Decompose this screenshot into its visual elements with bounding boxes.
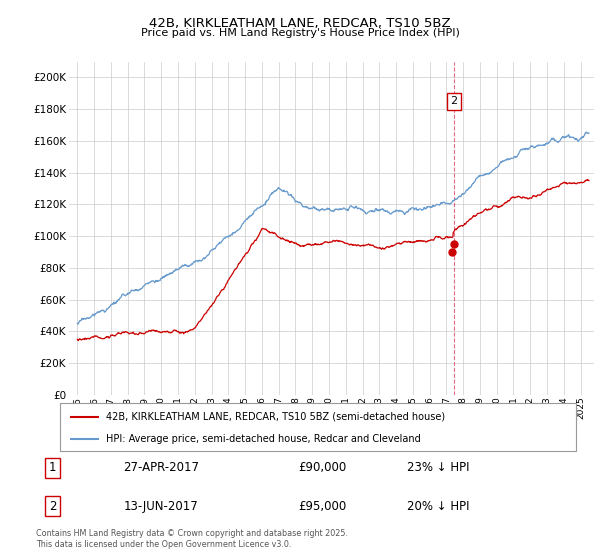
- Text: Price paid vs. HM Land Registry's House Price Index (HPI): Price paid vs. HM Land Registry's House …: [140, 28, 460, 38]
- Text: 20% ↓ HPI: 20% ↓ HPI: [407, 500, 470, 512]
- Text: 27-APR-2017: 27-APR-2017: [124, 461, 199, 474]
- Text: 2: 2: [49, 500, 56, 512]
- Text: 1: 1: [49, 461, 56, 474]
- Text: 2: 2: [451, 96, 458, 106]
- Text: £95,000: £95,000: [298, 500, 346, 512]
- Text: 42B, KIRKLEATHAM LANE, REDCAR, TS10 5BZ: 42B, KIRKLEATHAM LANE, REDCAR, TS10 5BZ: [149, 17, 451, 30]
- Text: HPI: Average price, semi-detached house, Redcar and Cleveland: HPI: Average price, semi-detached house,…: [106, 434, 421, 444]
- Text: £90,000: £90,000: [298, 461, 346, 474]
- Text: 13-JUN-2017: 13-JUN-2017: [124, 500, 198, 512]
- Text: 23% ↓ HPI: 23% ↓ HPI: [407, 461, 470, 474]
- Text: Contains HM Land Registry data © Crown copyright and database right 2025.
This d: Contains HM Land Registry data © Crown c…: [36, 529, 348, 549]
- Text: 42B, KIRKLEATHAM LANE, REDCAR, TS10 5BZ (semi-detached house): 42B, KIRKLEATHAM LANE, REDCAR, TS10 5BZ …: [106, 412, 446, 422]
